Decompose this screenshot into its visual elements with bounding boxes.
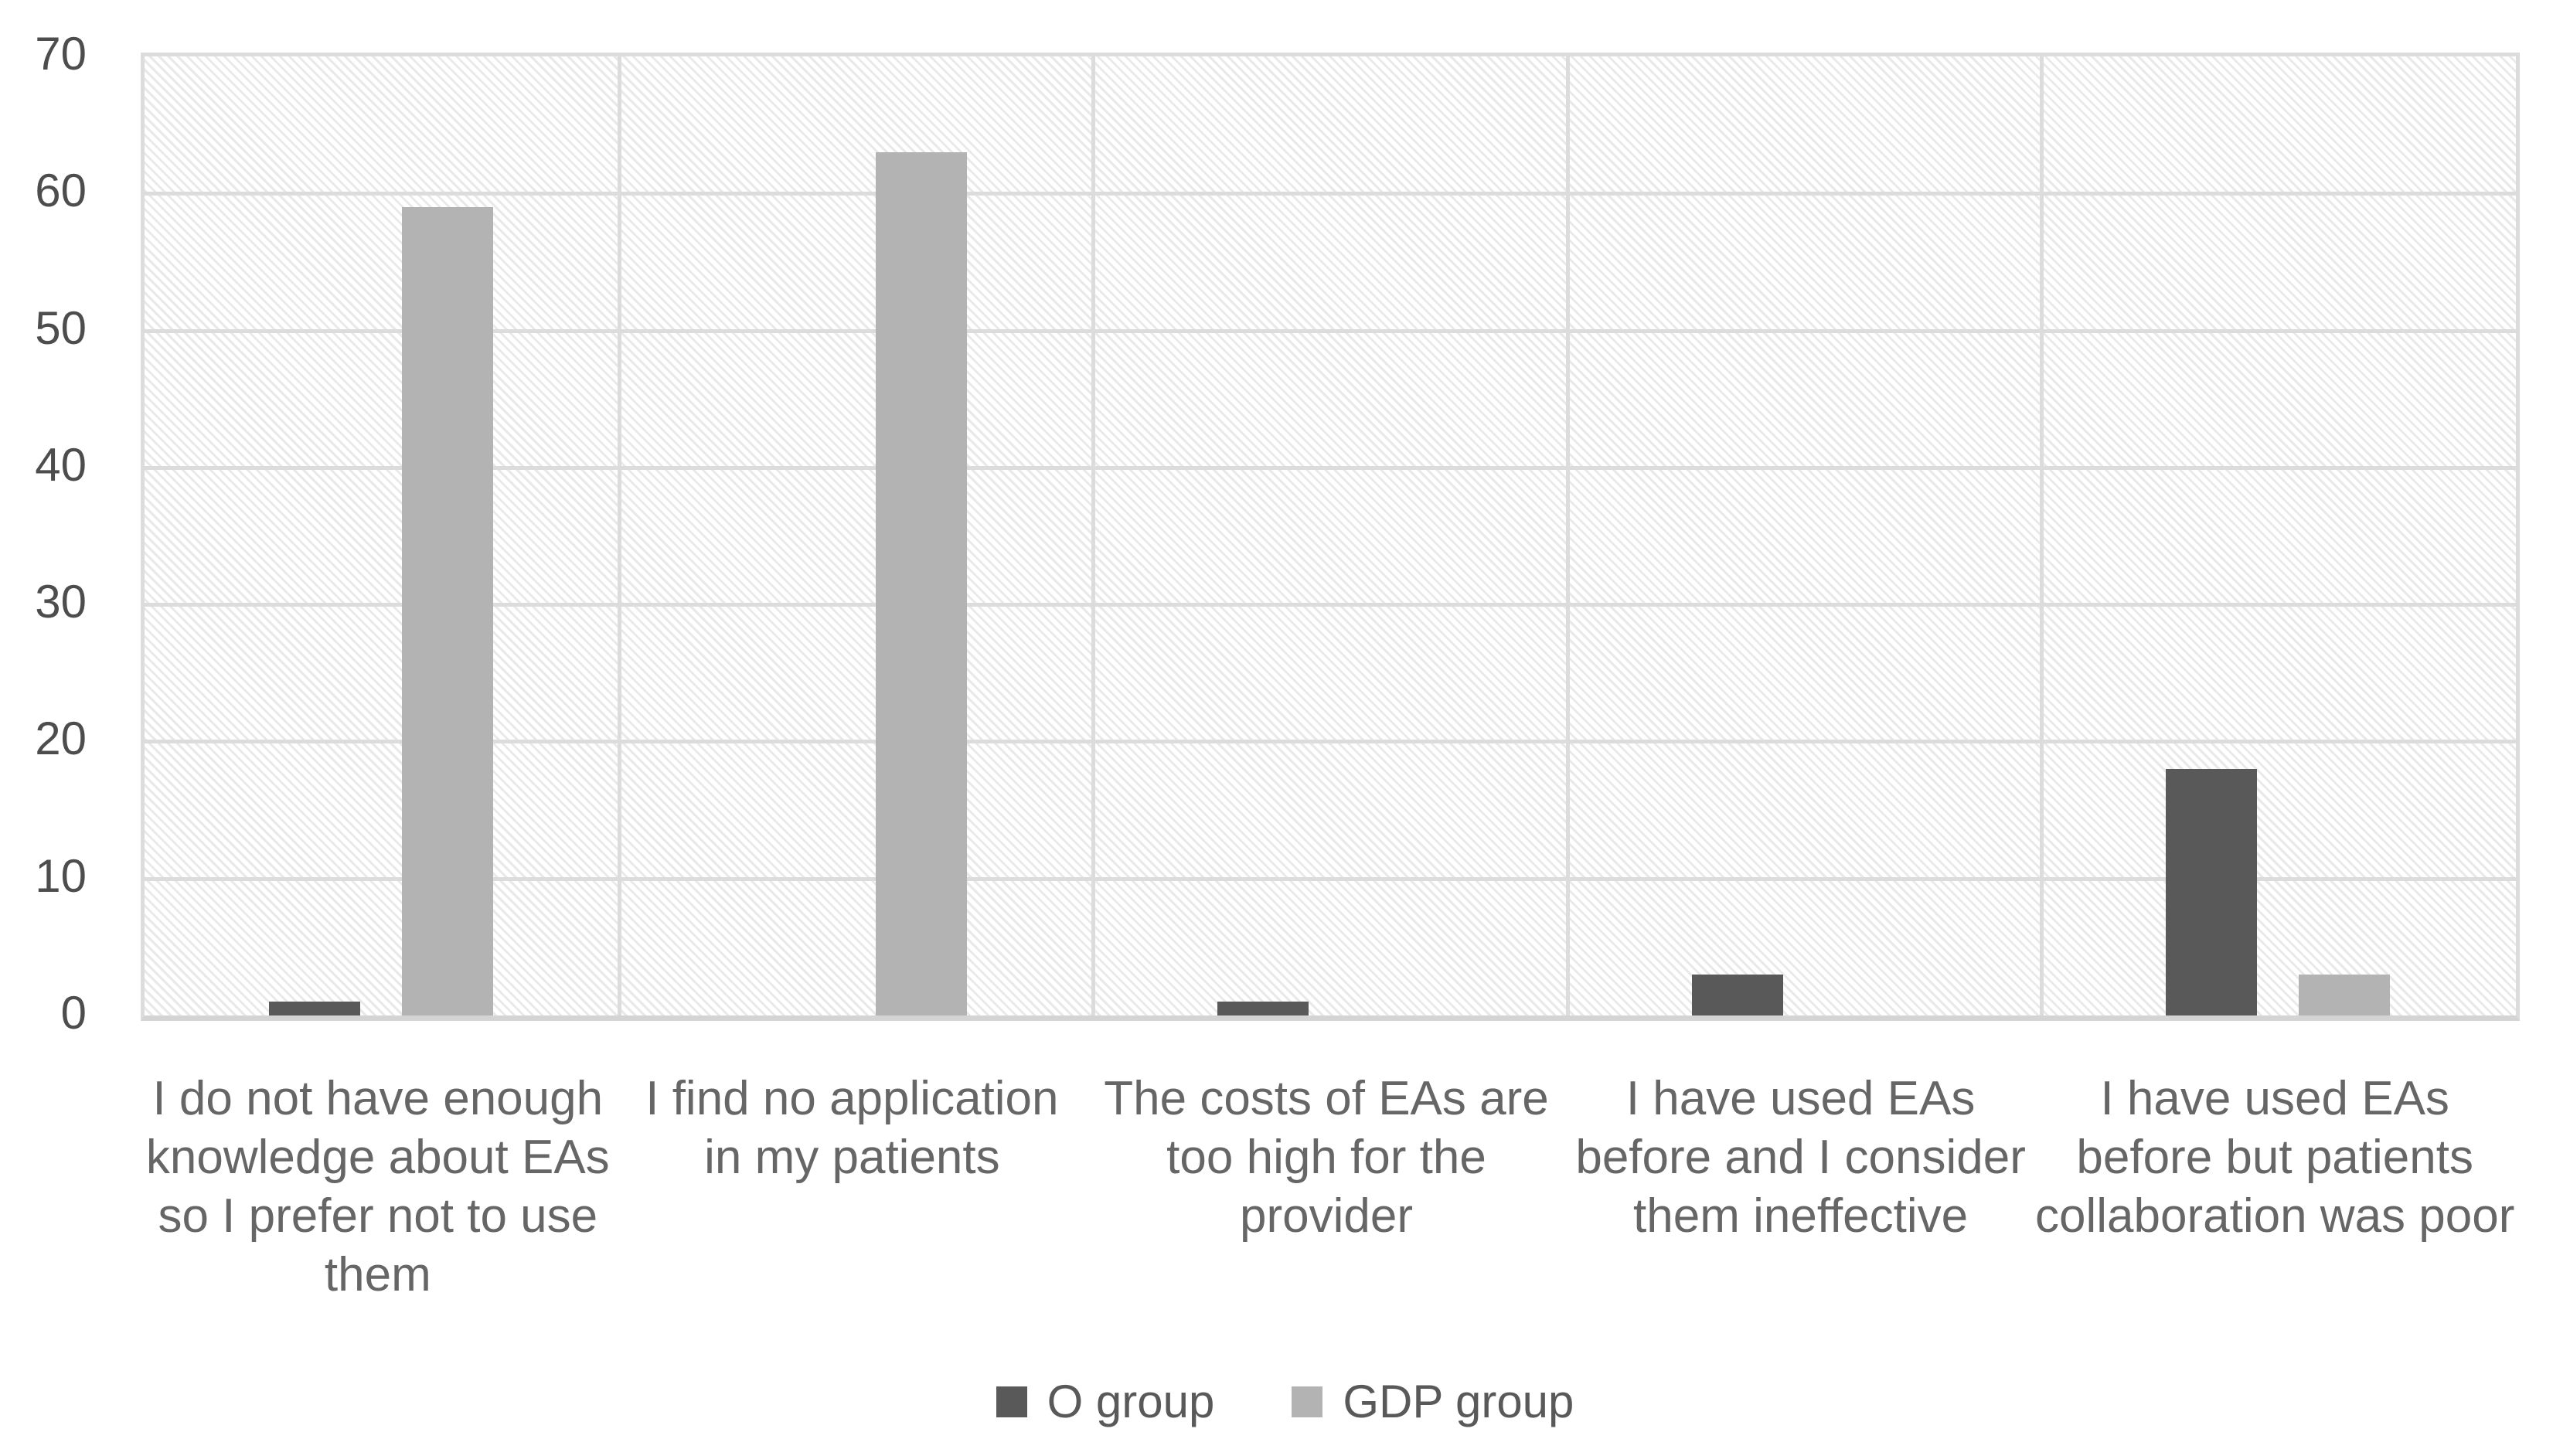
y-axis-tick-70: 70 — [35, 28, 87, 80]
category-divider-3 — [1565, 56, 1570, 1015]
y-axis-tick-0: 0 — [60, 987, 87, 1039]
category-label-4: I have used EAs before and I consider th… — [1575, 1072, 2026, 1243]
h-gridline-50 — [145, 328, 2516, 333]
bar-gdp-group-cat2 — [876, 152, 968, 1015]
bar-gdp-group-cat5 — [2299, 974, 2391, 1015]
category-label-1: I do not have enough knowledge about EAs… — [145, 1072, 610, 1301]
category-divider-2 — [1091, 56, 1096, 1015]
y-axis-tick-30: 30 — [35, 576, 87, 628]
bar-gdp-group-cat1 — [401, 207, 493, 1015]
bar-o-group-cat1 — [268, 1002, 360, 1015]
y-axis-tick-40: 40 — [35, 438, 87, 491]
bar-o-group-cat4 — [1691, 974, 1783, 1015]
h-gridline-40 — [145, 465, 2516, 470]
bar-o-group-cat3 — [1217, 1002, 1309, 1015]
bar-o-group-cat5 — [2166, 768, 2258, 1015]
y-axis-tick-20: 20 — [35, 713, 87, 765]
legend-swatch-gdp-group — [1292, 1386, 1323, 1417]
h-gridline-30 — [145, 603, 2516, 607]
y-axis-tick-10: 10 — [35, 849, 87, 902]
legend-swatch-o-group — [996, 1386, 1027, 1417]
h-gridline-10 — [145, 876, 2516, 881]
legend-label-o-group: O group — [1047, 1376, 1215, 1427]
category-divider-1 — [617, 56, 621, 1015]
category-divider-4 — [2040, 56, 2044, 1015]
h-gridline-20 — [145, 740, 2516, 744]
legend-item-gdp-group: GDP group — [1292, 1377, 1574, 1427]
category-label-2: I find no application in my patients — [645, 1072, 1059, 1184]
legend: O group GDP group — [0, 1377, 2570, 1427]
category-label-3: The costs of EAs are too high for the pr… — [1104, 1072, 1549, 1243]
y-axis-tick-50: 50 — [35, 301, 87, 354]
legend-label-gdp-group: GDP group — [1343, 1376, 1574, 1427]
category-label-5: I have used EAs before but patients coll… — [2035, 1072, 2515, 1243]
plot-area — [141, 53, 2520, 1021]
h-gridline-60 — [145, 192, 2516, 196]
legend-item-o-group: O group — [996, 1376, 1215, 1427]
y-axis-tick-60: 60 — [35, 165, 87, 217]
